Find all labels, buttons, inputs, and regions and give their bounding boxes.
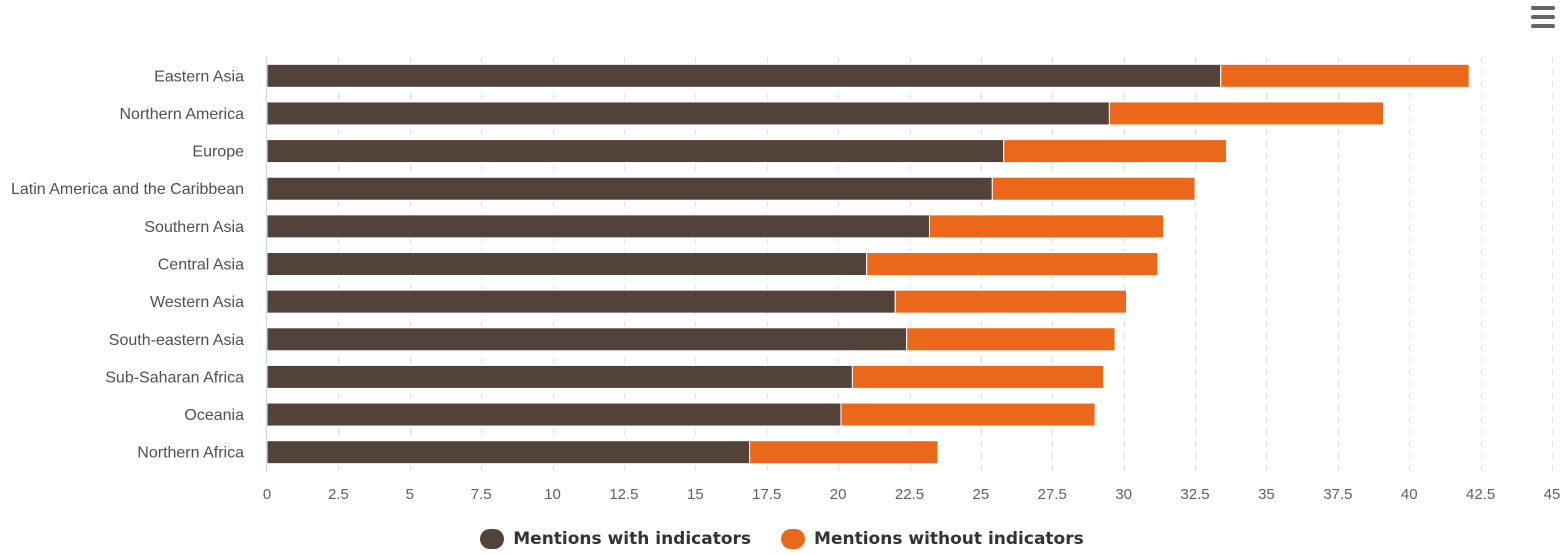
bar-with-indicators[interactable]	[266, 289, 896, 314]
x-tick-label: 10	[544, 486, 561, 503]
bar-with-indicators[interactable]	[266, 252, 868, 276]
category-label: Central Asia	[158, 257, 244, 274]
category-label: Western Asia	[150, 294, 244, 311]
bar-with-indicators[interactable]	[266, 139, 1005, 164]
x-tick-label: 35	[1258, 486, 1275, 503]
bar-with-indicators[interactable]	[266, 440, 751, 465]
category-label: South-eastern Asia	[109, 332, 244, 349]
legend-swatch-without-indicators	[781, 529, 806, 549]
bar-without-indicators[interactable]	[991, 176, 1196, 201]
bar-with-indicators[interactable]	[266, 402, 842, 427]
hamburger-menu-icon	[1531, 15, 1555, 19]
x-tick-label: 17.5	[752, 486, 781, 503]
x-tick-label: 15	[687, 486, 704, 503]
x-tick-label: 27.5	[1038, 486, 1067, 503]
x-tick-label: 40	[1401, 486, 1418, 503]
bar-without-indicators[interactable]	[749, 440, 939, 465]
bar-without-indicators[interactable]	[906, 327, 1116, 352]
bar-without-indicators[interactable]	[866, 252, 1159, 276]
category-label: Oceania	[184, 407, 244, 424]
hamburger-menu-icon	[1531, 24, 1555, 28]
bars	[266, 63, 1470, 465]
category-label: Eastern Asia	[154, 68, 244, 85]
legend: Mentions with indicators Mentions withou…	[0, 524, 1564, 554]
x-tick-label: 45	[1544, 486, 1561, 503]
x-tick-label: 0	[263, 486, 271, 503]
category-label: Latin America and the Caribbean	[11, 181, 244, 198]
bar-with-indicators[interactable]	[266, 63, 1222, 88]
bar-without-indicators[interactable]	[840, 402, 1096, 427]
bar-without-indicators[interactable]	[1003, 139, 1227, 164]
category-label: Sub-Saharan Africa	[105, 369, 244, 386]
x-tick-label: 2.5	[328, 486, 349, 503]
x-tick-label: 42.5	[1466, 486, 1495, 503]
x-tick-label: 22.5	[895, 486, 924, 503]
category-label: Southern Asia	[144, 219, 244, 236]
bar-without-indicators[interactable]	[894, 289, 1128, 314]
bar-chart: Eastern Asia Northern America Europe Latin …	[11, 57, 1561, 503]
category-labels: Eastern Asia Northern America Europe Latin …	[11, 68, 244, 461]
bar-with-indicators[interactable]	[266, 176, 993, 201]
chart-menu-button[interactable]	[1528, 4, 1558, 30]
category-label: Northern America	[120, 106, 245, 123]
x-tick-label: 5	[406, 486, 414, 503]
x-tick-label: 25	[973, 486, 990, 503]
legend-item-with-indicators[interactable]: Mentions with indicators	[480, 529, 751, 549]
x-tick-label: 12.5	[609, 486, 638, 503]
x-tick-label: 37.5	[1323, 486, 1352, 503]
category-label: Europe	[192, 144, 244, 161]
x-tick-label: 32.5	[1180, 486, 1209, 503]
x-axis-tick-labels: 0 2.5 5 7.5 10 12.5 15 17.5 20 22.5 25 27.5 30 32.5 35…	[263, 486, 1561, 503]
bar-without-indicators[interactable]	[851, 364, 1105, 389]
legend-label: Mentions with indicators	[513, 529, 752, 549]
legend-item-without-indicators[interactable]: Mentions without indicators	[781, 529, 1084, 549]
bar-without-indicators[interactable]	[1220, 63, 1470, 88]
bar-without-indicators[interactable]	[1108, 101, 1385, 126]
bar-with-indicators[interactable]	[266, 101, 1110, 126]
x-tick-label: 7.5	[471, 486, 492, 503]
bar-with-indicators[interactable]	[266, 327, 908, 352]
category-label: Northern Africa	[137, 445, 244, 462]
x-tick-label: 30	[1115, 486, 1132, 503]
x-tick-label: 20	[830, 486, 847, 503]
legend-label: Mentions without indicators	[814, 529, 1084, 549]
legend-swatch-with-indicators	[480, 529, 505, 549]
bar-with-indicators[interactable]	[266, 364, 853, 389]
hamburger-menu-icon	[1531, 6, 1555, 10]
bar-without-indicators[interactable]	[928, 214, 1165, 239]
bar-with-indicators[interactable]	[266, 214, 930, 239]
